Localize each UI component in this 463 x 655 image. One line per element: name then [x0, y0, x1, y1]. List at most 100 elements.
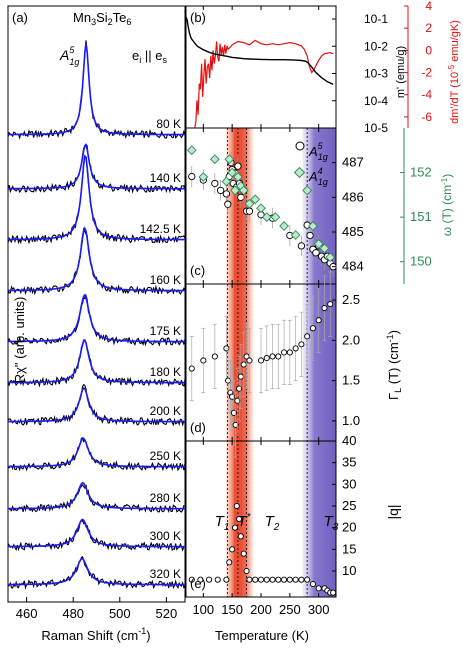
rtick-label-c-2: 486: [342, 189, 364, 204]
legend-a1g5-marker: [295, 141, 305, 151]
c-a1g4-point-0: [186, 145, 197, 156]
d-point-14: [246, 357, 253, 364]
e-point-4: [223, 576, 230, 583]
spectrum-fit-1: [8, 143, 185, 190]
spectrum-data-3: [8, 227, 185, 296]
e-point-14: [252, 576, 259, 583]
d-point-2: [211, 353, 218, 360]
rtick-label-d-1: 1.5: [342, 373, 360, 388]
spectrum-label-6: 200 K: [150, 404, 181, 418]
rtick-label-c-3: 487: [342, 155, 364, 170]
rtick-label-c-1: 485: [342, 224, 364, 239]
spectrum-label-2: 142.5 K: [140, 222, 181, 236]
c-a1g4-point-14: [270, 212, 281, 223]
panel-e-tag: (e): [190, 576, 206, 591]
panel-b-right-ylabel: dm'/dT (10-5 emu/gK): [447, 20, 461, 124]
c-a1g4-point-12: [256, 203, 266, 214]
b-rtick-label-0: 4: [425, 0, 432, 13]
purple-transition-band: [302, 128, 336, 597]
panel-a-xlabel: Raman Shift (cm-1): [41, 626, 150, 643]
d-point-17: [269, 353, 276, 360]
panel-a-mode-label: A5 1g: [59, 45, 79, 67]
b-logtick-label-0: 10-1: [364, 12, 388, 26]
d-point-11: [237, 373, 244, 380]
spectrum-label-5: 180 K: [150, 365, 181, 379]
red-band-core: [233, 128, 243, 597]
e-point-7: [231, 524, 239, 531]
spectrum-fit-5: [8, 339, 185, 384]
panel-a-polarization: ei || es: [132, 48, 167, 65]
c-a1g4-point-10: [244, 198, 255, 209]
c-a1g5-point-2: [211, 179, 219, 188]
shared-xtick-label-4: 300: [308, 602, 330, 617]
spectrum-data-5: [8, 339, 185, 388]
transition-label-0: T1: [215, 513, 230, 533]
d-point-0: [188, 365, 195, 372]
a-xtick-label-3: 520: [156, 606, 178, 621]
e-point-25: [315, 585, 322, 592]
transition-labels: T1 T* T2 T3: [215, 512, 339, 533]
c-a1g5-point-4: [222, 190, 231, 198]
e-point-3: [214, 576, 221, 583]
c-rtick-label-2: 152: [410, 165, 432, 180]
spectrum-label-3: 160 K: [150, 273, 181, 287]
c-a1g5-point-14: [237, 193, 245, 201]
b-rtick-label-1: 2: [425, 21, 432, 35]
c-a1g5-point-25: [312, 249, 320, 257]
e-point-0: [188, 576, 195, 583]
c-a1g4-point-4: [224, 154, 235, 165]
spectrum-fit-0: [8, 43, 185, 136]
e-point-16: [263, 576, 270, 583]
spectrum-label-1: 140 K: [150, 171, 181, 185]
rtick-label-e-6: 40: [342, 433, 356, 448]
d-point-4: [225, 377, 232, 384]
e-point-22: [298, 576, 305, 583]
c-a1g5-point-3: [216, 186, 225, 195]
d-point-1: [200, 357, 207, 364]
spectrum-data-6: [8, 383, 185, 427]
c-a1g5-point-5: [224, 200, 232, 208]
panel-a-frame: [7, 5, 186, 603]
b-logtick-label-1: 10-2: [364, 39, 388, 53]
d-point-9: [234, 397, 241, 404]
panel-b-tag: (b): [190, 10, 206, 25]
c-a1g4-point-19: [313, 239, 324, 249]
spectrum-label-8: 280 K: [150, 491, 181, 505]
panel-a-spectra: [8, 40, 185, 590]
spectrum-data-1: [8, 143, 185, 194]
c-a1g4-point-11: [250, 194, 261, 205]
spectrum-data-7: [8, 437, 185, 472]
panel-a: 80 K 140 K 142.5 K 160 K 175 K 180 K 200 K 250 …: [7, 5, 186, 643]
e-point-21: [292, 576, 299, 583]
spectrum-fit-8: [8, 481, 185, 510]
spectrum-fit-9: [8, 518, 185, 548]
panel-d-tag: (d): [190, 420, 206, 435]
panel-e-right-ylabel: |q|: [385, 504, 401, 519]
e-point-1: [197, 576, 204, 583]
e-point-2: [206, 576, 213, 583]
spectrum-fit-2: [8, 154, 185, 241]
c-a1g5-point-17: [245, 207, 254, 215]
c-a1g4-point-18: [308, 221, 318, 231]
c-a1g4-point-21: [325, 252, 336, 263]
e-point-19: [281, 576, 288, 583]
d-point-23: [304, 333, 311, 340]
e-point-6: [229, 546, 236, 553]
e-point-17: [269, 576, 276, 583]
spectrum-fit-10: [8, 558, 185, 586]
rtick-label-e-1: 15: [342, 541, 356, 556]
shared-xtick-label-0: 100: [192, 602, 214, 617]
shared-xtick-label-2: 200: [250, 602, 272, 617]
spectrum-fit-4: [8, 293, 185, 343]
right-plots: [186, 16, 336, 596]
d-point-19: [281, 349, 288, 356]
rtick-label-d-3: 2.5: [342, 292, 360, 307]
e-point-10: [237, 533, 244, 540]
panel-d-right-ylabel: ΓL (T) (cm-1): [385, 330, 403, 400]
c-rtick-label-1: 151: [410, 209, 432, 224]
panel-a-temperature-labels: 80 K 140 K 142.5 K 160 K 175 K 180 K 200 K 250 …: [140, 117, 181, 581]
c-a1g5-point-12: [234, 162, 242, 170]
d-point-25: [315, 317, 322, 324]
rtick-label-e-4: 30: [342, 476, 356, 491]
